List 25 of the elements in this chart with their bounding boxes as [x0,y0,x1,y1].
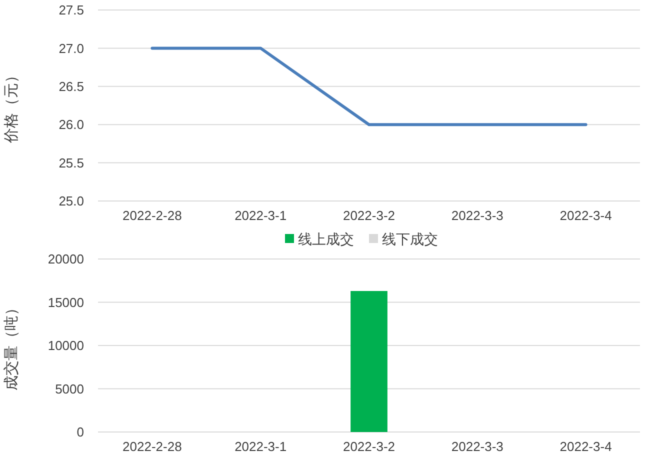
legend-label: 线上成交 [298,230,354,247]
y-tick-label: 25.5 [58,155,84,170]
x-tick-label: 2022-3-1 [234,439,287,454]
y-axis-title: 价格（元） [3,68,20,144]
x-tick-label: 2022-2-28 [122,439,182,454]
x-tick-label: 2022-3-3 [451,208,504,223]
x-tick-label: 2022-3-2 [342,439,396,454]
y-tick-label: 25.0 [58,194,84,209]
y-tick-label: 10000 [48,338,84,354]
x-tick-label: 2022-2-28 [122,208,182,223]
y-tick-label: 0 [76,424,84,440]
y-tick-label: 20000 [48,252,84,267]
x-tick-label: 2022-3-2 [342,208,396,223]
y-tick-label: 27.5 [58,2,84,18]
x-tick-label: 2022-3-3 [451,439,504,454]
x-tick-label: 2022-3-1 [234,208,287,223]
y-axis-title: 成交量（吨） [3,300,20,390]
x-tick-label: 2022-3-4 [560,208,612,223]
y-tick-label: 26.5 [58,78,84,94]
legend-label: 线下成交 [382,230,438,247]
y-tick-label: 27.0 [58,40,84,56]
y-tick-label: 5000 [55,381,84,396]
y-tick-label: 26.0 [58,117,84,132]
x-tick-label: 2022-3-4 [560,439,612,454]
y-tick-label: 15000 [48,294,84,310]
